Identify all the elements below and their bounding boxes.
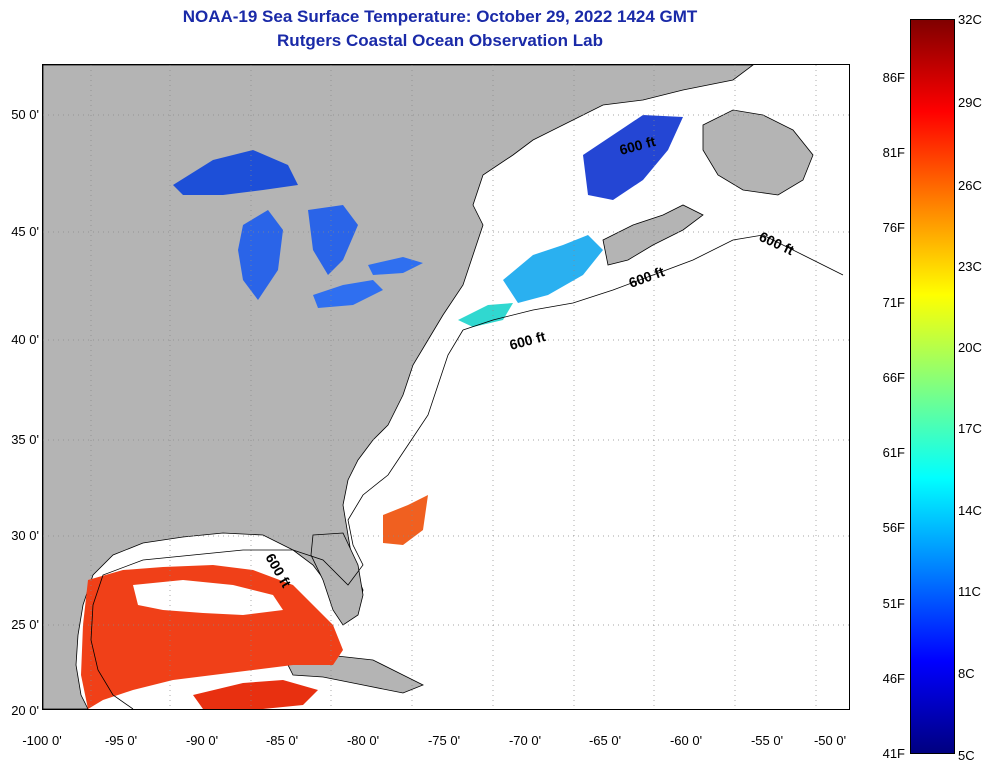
colorbar-f-76: 76F	[882, 220, 905, 235]
colorbar-f-66: 66F	[882, 370, 905, 385]
lake-superior	[173, 150, 298, 195]
lon-label-75: -75 0'	[427, 733, 461, 748]
colorbar-f-86: 86F	[882, 70, 905, 85]
lon-label-55: -55 0'	[750, 733, 784, 748]
lat-label-40: 40 0'	[11, 332, 39, 347]
lon-label-85: -85 0'	[265, 733, 299, 748]
lon-label-70: -70 0'	[508, 733, 542, 748]
lon-label-60: -60 0'	[669, 733, 703, 748]
colorbar-c-5: 5C	[958, 748, 975, 763]
colorbar-f-81: 81F	[882, 145, 905, 160]
lat-label-25: 25 0'	[11, 617, 39, 632]
lake-ontario	[368, 257, 423, 275]
atlantic-warm-patch	[383, 495, 428, 545]
temperature-colorbar	[910, 19, 955, 754]
colorbar-c-11: 11C	[958, 584, 981, 599]
sst-map[interactable]: 600 ft 600 ft 600 ft 600 ft 600 ft	[42, 64, 850, 710]
colorbar-c-17: 17C	[958, 421, 982, 436]
map-canvas: 600 ft 600 ft 600 ft 600 ft 600 ft	[43, 65, 849, 709]
mid-atlantic-water	[458, 303, 513, 327]
gulf-cloud-gap	[133, 580, 283, 615]
colorbar-f-56: 56F	[882, 520, 905, 535]
colorbar-c-32: 32C	[958, 12, 982, 27]
lon-label-50: -50 0'	[813, 733, 847, 748]
lake-huron	[308, 205, 358, 275]
colorbar-c-26: 26C	[958, 178, 982, 193]
colorbar-c-23: 23C	[958, 259, 982, 274]
land-florida	[310, 532, 364, 626]
lon-label-90: -90 0'	[185, 733, 219, 748]
depth-contour-600ft	[90, 234, 844, 709]
land-newfoundland	[702, 109, 814, 196]
lon-label-80: -80 0'	[346, 733, 380, 748]
colorbar-f-61: 61F	[882, 445, 905, 460]
map-subtitle: Rutgers Coastal Ocean Observation Lab	[277, 31, 603, 50]
colorbar-f-51: 51F	[882, 596, 905, 611]
colorbar-f-71: 71F	[882, 295, 905, 310]
lon-label-65: -65 0'	[588, 733, 622, 748]
land-maritimes	[602, 204, 704, 266]
lat-label-35: 35 0'	[11, 432, 39, 447]
lat-label-45: 45 0'	[11, 224, 39, 239]
lat-label-50: 50 0'	[11, 107, 39, 122]
lake-michigan	[238, 210, 283, 300]
colorbar-f-46: 46F	[882, 671, 905, 686]
land-north-america	[43, 65, 754, 709]
st-lawrence-water	[583, 115, 683, 200]
colorbar-f-41: 41F	[882, 746, 905, 761]
map-title: NOAA-19 Sea Surface Temperature: October…	[182, 7, 698, 26]
depth-label-scotian-shelf: 600 ft	[627, 263, 667, 291]
lat-label-30: 30 0'	[11, 528, 39, 543]
colorbar-c-14: 14C	[958, 503, 982, 518]
colorbar-c-29: 29C	[958, 95, 982, 110]
gulf-of-maine-water	[503, 235, 603, 303]
lat-label-20: 20 0'	[11, 703, 39, 718]
lake-erie	[313, 280, 383, 308]
colorbar-c-20: 20C	[958, 340, 982, 355]
caribbean-water	[193, 680, 318, 709]
lon-label-100: -100 0'	[22, 733, 62, 748]
colorbar-c-8: 8C	[958, 666, 975, 681]
depth-label-grand-banks: 600 ft	[757, 228, 797, 258]
depth-label-midatlantic: 600 ft	[508, 328, 548, 353]
lon-label-95: -95 0'	[104, 733, 138, 748]
